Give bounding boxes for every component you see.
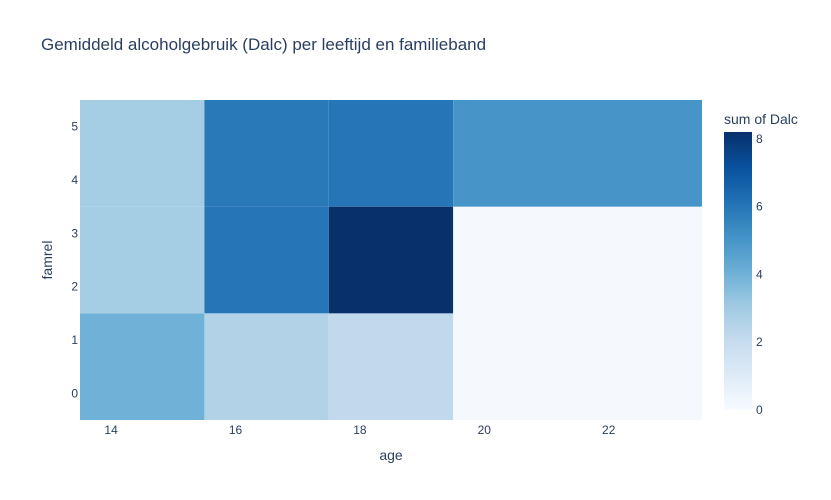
heatmap-cell [453,313,702,420]
heatmap-cell [204,100,329,207]
heatmap-cell [204,206,329,314]
y-tick-label: 1 [71,333,78,347]
heatmap-cell [328,100,454,207]
heatmap-cell [204,313,329,420]
y-tick-label: 4 [71,173,78,187]
x-tick-label: 22 [602,423,616,437]
colorbar-tick-label: 4 [756,267,763,281]
x-tick-label: 14 [104,423,118,437]
heatmap-cell [453,206,702,314]
colorbar-tick-label: 2 [756,335,763,349]
heatmap-cell [328,206,454,314]
colorbar-ticks: 0 2 4 6 8 [756,132,763,417]
x-axis-label: age [379,447,403,463]
colorbar-tick-label: 0 [756,403,763,417]
chart-title: Gemiddeld alcoholgebruik (Dalc) per leef… [41,35,486,54]
heatmap-cell [80,313,205,420]
y-tick-label: 2 [71,280,78,294]
heatmap-cell [453,100,702,207]
colorbar [724,132,752,410]
y-tick-label: 3 [71,226,78,240]
y-axis-label: famrel [39,241,55,280]
colorbar-tick-label: 8 [756,132,763,146]
colorbar-tick-label: 6 [756,200,763,214]
y-tick-label: 0 [71,386,78,400]
colorbar-title: sum of Dalc [724,111,798,127]
y-axis-ticks: 0 1 2 3 4 5 [71,120,78,401]
heatmap-cell [328,313,454,420]
heatmap-cells [80,100,702,420]
x-axis-ticks: 14 16 18 20 22 [104,423,615,437]
heatmap-cell [80,206,205,314]
x-tick-label: 18 [353,423,367,437]
y-tick-label: 5 [71,120,78,134]
x-tick-label: 16 [229,423,243,437]
x-tick-label: 20 [478,423,492,437]
heatmap-cell [80,100,205,207]
